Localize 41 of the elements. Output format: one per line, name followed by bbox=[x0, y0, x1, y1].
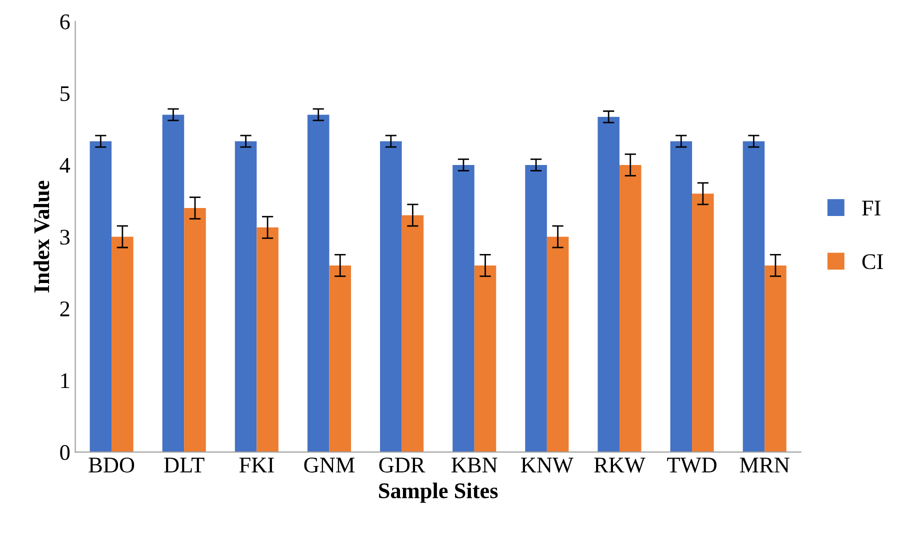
y-tick-label: 1 bbox=[61, 373, 70, 388]
x-tick-label: GNM bbox=[304, 458, 355, 473]
y-tick-label: 3 bbox=[60, 230, 70, 245]
bar bbox=[380, 141, 402, 452]
x-tick-label: BDO bbox=[88, 458, 134, 473]
y-tick-label: 2 bbox=[60, 302, 70, 316]
legend-label: FI bbox=[862, 200, 880, 216]
x-tick-label: RKW bbox=[594, 458, 646, 473]
legend-label: CI bbox=[862, 254, 883, 270]
x-tick-label: KBN bbox=[452, 458, 498, 472]
bar bbox=[256, 227, 278, 452]
x-tick-label: KNW bbox=[521, 458, 574, 473]
bar bbox=[764, 265, 786, 452]
x-tick-label: TWD bbox=[667, 458, 716, 473]
x-tick-label: DLT bbox=[164, 458, 204, 472]
bar bbox=[162, 114, 184, 452]
y-tick-label: 5 bbox=[60, 86, 70, 102]
bar bbox=[90, 141, 112, 452]
x-tick-label: MRN bbox=[740, 458, 790, 472]
x-tick-label: GDR bbox=[379, 458, 426, 473]
bar bbox=[307, 114, 330, 452]
x-axis-title: Sample Sites bbox=[379, 482, 498, 503]
bar bbox=[402, 215, 424, 452]
y-axis-title: Index Value bbox=[34, 180, 50, 293]
x-tick-label: FKI bbox=[239, 458, 274, 472]
bar bbox=[184, 208, 206, 452]
bar bbox=[474, 265, 496, 452]
bar bbox=[329, 265, 352, 452]
y-tick-label: 6 bbox=[60, 14, 70, 30]
y-tick-label: 4 bbox=[60, 158, 70, 173]
bar bbox=[692, 194, 714, 452]
bar bbox=[670, 141, 692, 452]
bar bbox=[234, 141, 257, 452]
bar bbox=[598, 116, 620, 452]
bar bbox=[112, 236, 134, 452]
bar bbox=[546, 236, 569, 452]
y-tick-label: 0 bbox=[60, 445, 70, 460]
bar bbox=[619, 164, 642, 452]
bar bbox=[452, 164, 474, 452]
bar bbox=[742, 141, 765, 452]
bar bbox=[525, 164, 547, 452]
